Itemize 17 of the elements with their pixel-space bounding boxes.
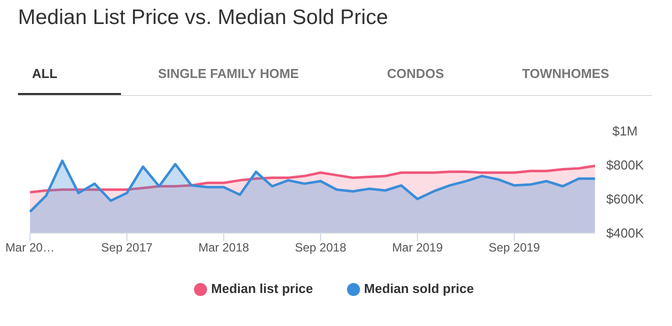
x-tick-label: Sep 2019 bbox=[488, 240, 540, 255]
x-tick-label: Sep 2018 bbox=[294, 240, 347, 255]
y-tick-label: $400K bbox=[606, 226, 644, 241]
text: CONDOS bbox=[387, 66, 444, 81]
y-tick-label: $600K bbox=[606, 192, 644, 207]
chart-title: Median List Price vs. Median Sold Price bbox=[18, 6, 388, 30]
legend-label: Median sold price bbox=[364, 281, 474, 296]
text: TOWNHOMES bbox=[522, 66, 610, 81]
y-tick-label: $800K bbox=[606, 158, 644, 173]
x-tick-label: Mar 20… bbox=[5, 240, 55, 255]
legend-label: Median list price bbox=[211, 281, 314, 296]
text: ALL bbox=[32, 66, 58, 81]
y-tick-label: $1M bbox=[612, 124, 638, 139]
x-tick-label: Mar 2019 bbox=[392, 240, 444, 255]
x-tick-label: Mar 2018 bbox=[198, 240, 250, 255]
x-tick-label: Sep 2017 bbox=[101, 240, 153, 255]
text: SINGLE FAMILY HOME bbox=[158, 66, 299, 81]
